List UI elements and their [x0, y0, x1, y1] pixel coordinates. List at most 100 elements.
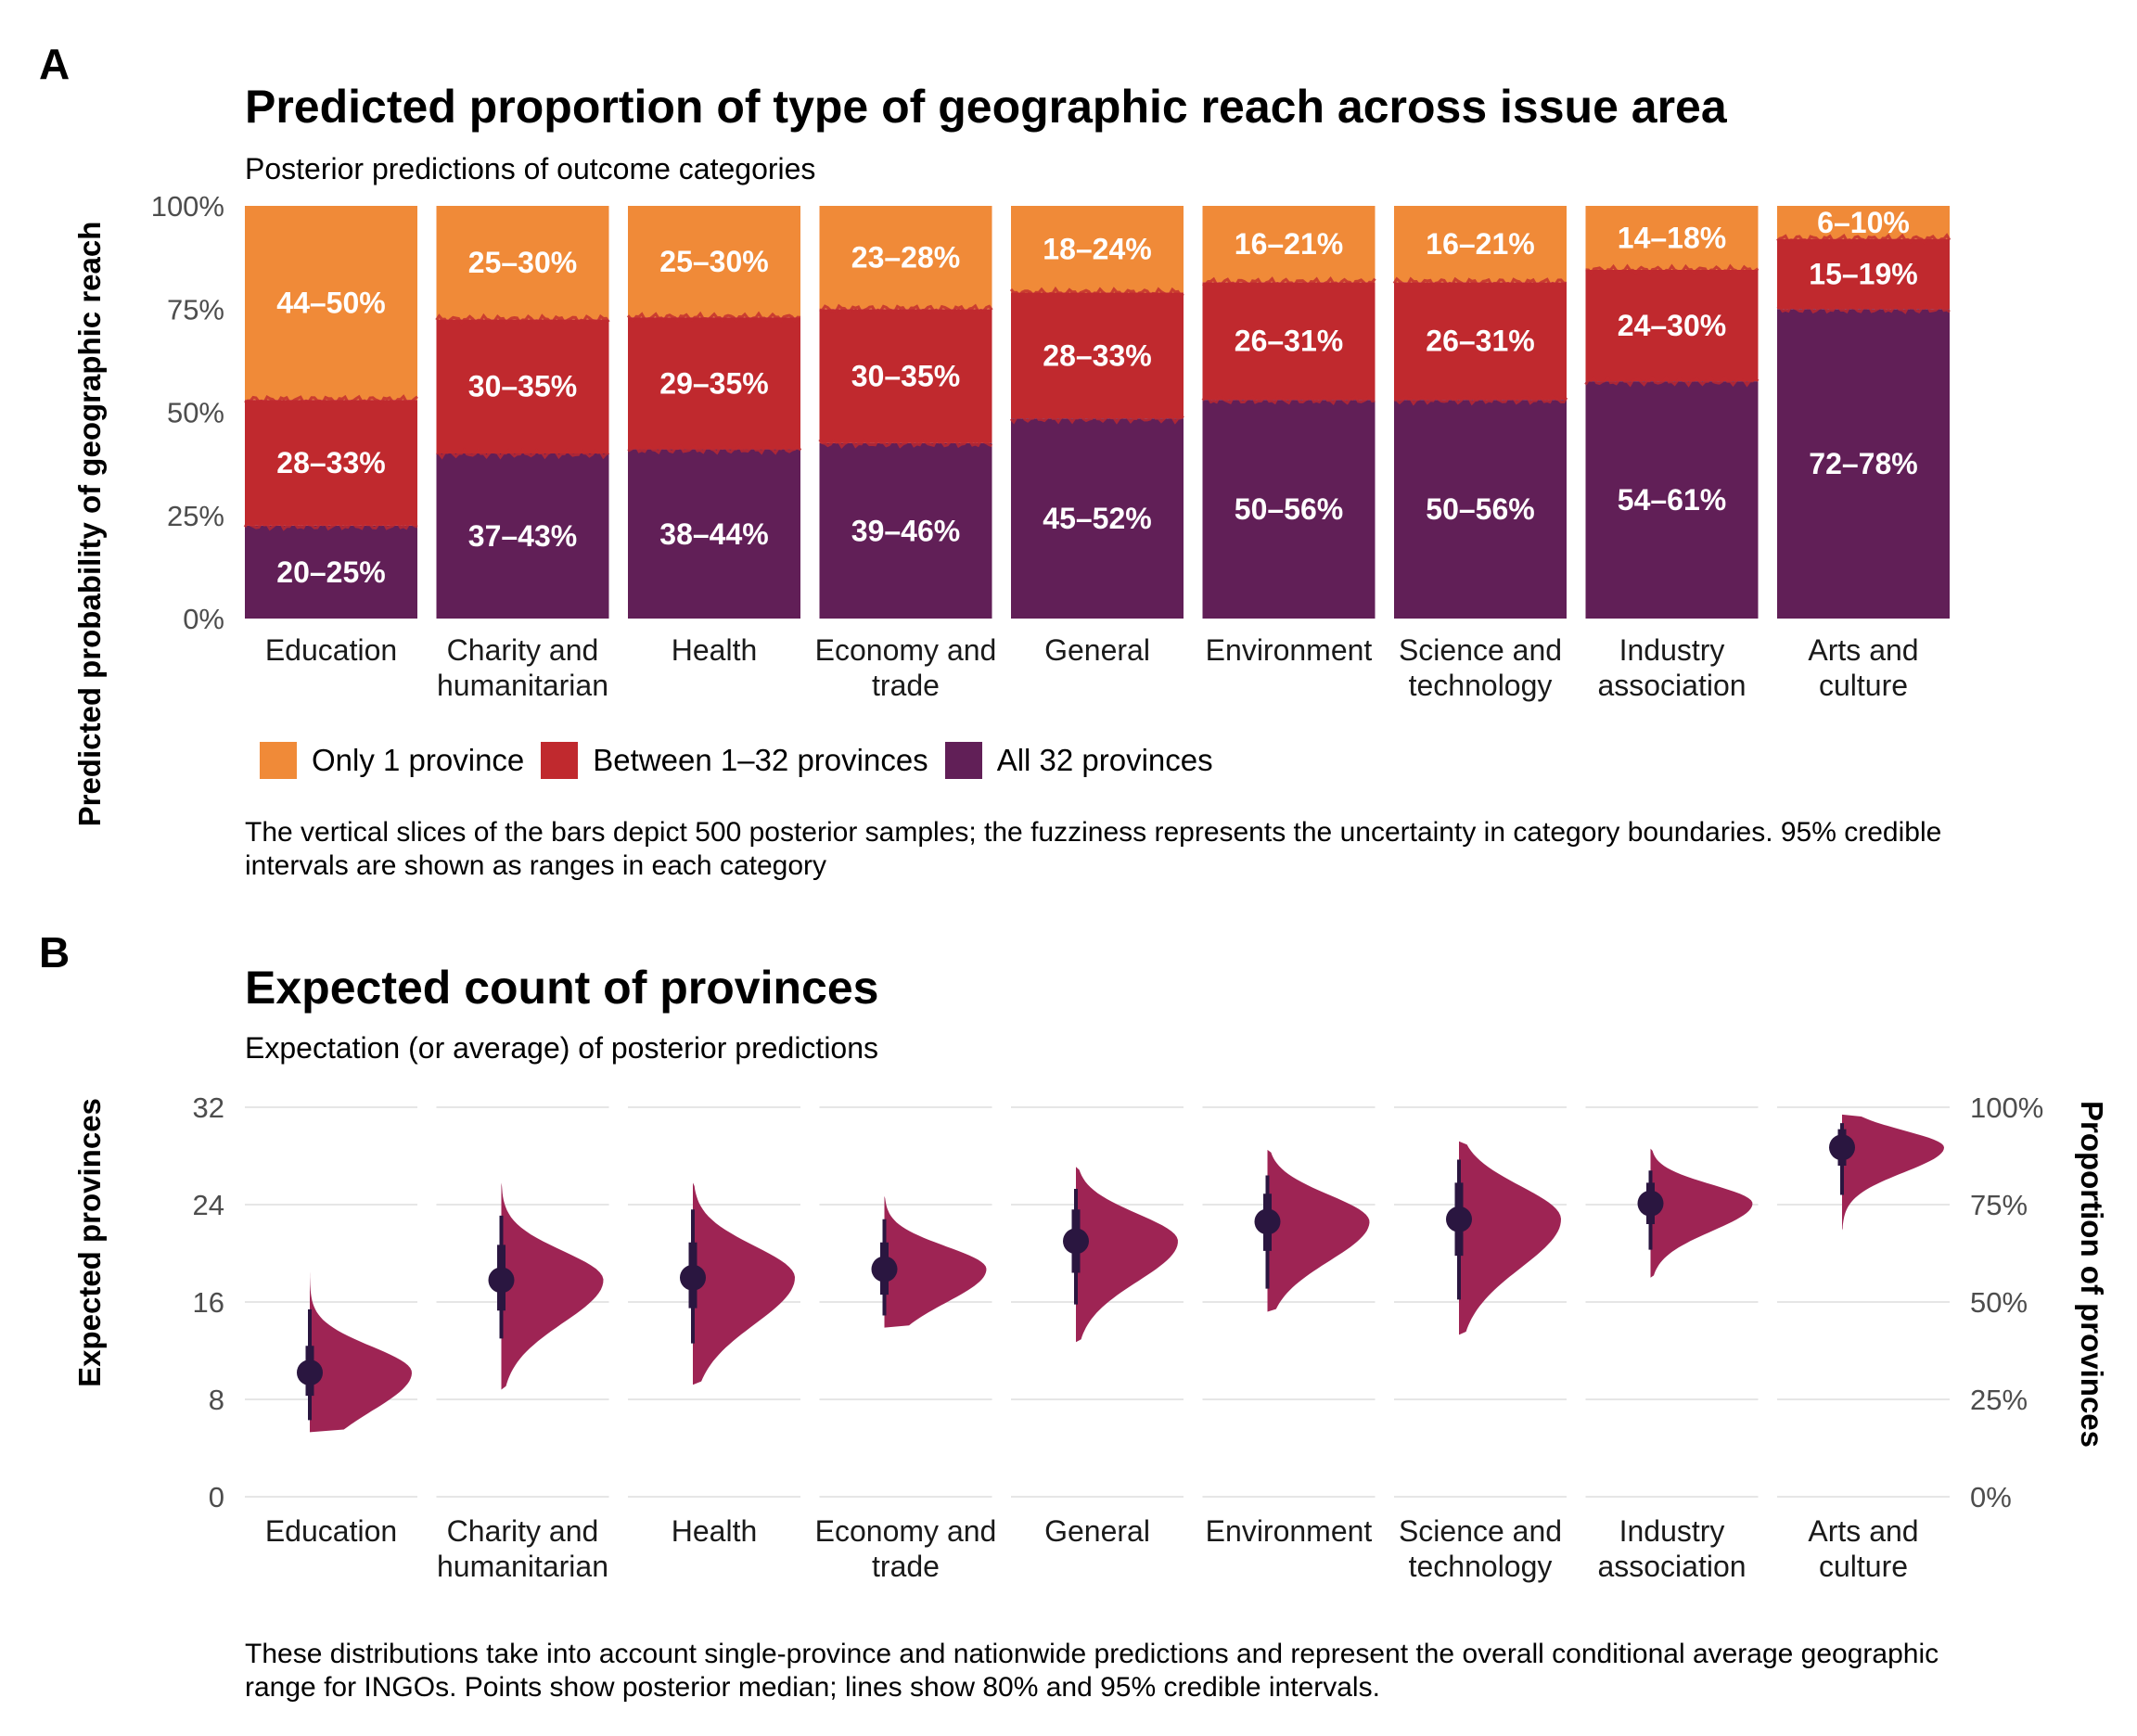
chart-b-title: Expected count of provinces	[245, 962, 879, 1014]
bar-label-only-1-province-6: 16–21%	[1235, 227, 1343, 261]
bar-boundary-6-1	[1201, 394, 1376, 406]
bar-boundary-1-2	[244, 394, 418, 405]
bar-between-1-32-provinces-1	[245, 400, 417, 526]
bar-only-1-province-1	[245, 206, 417, 401]
chart-a-y-tick-1: 25%	[167, 500, 224, 532]
bar-label-only-1-province-7: 16–21%	[1426, 227, 1534, 261]
chart-b-x-tick-2-line2: humanitarian	[437, 1550, 608, 1583]
chart-b-x-tick-9: Arts and	[1808, 1514, 1918, 1548]
bar-boundary-6-2	[1202, 275, 1376, 288]
median-point-8	[1637, 1190, 1664, 1217]
median-point-6	[1254, 1208, 1281, 1235]
median-point-3	[680, 1264, 706, 1291]
bar-all-32-provinces-2	[436, 453, 609, 619]
bar-between-1-32-provinces-2	[436, 319, 609, 453]
panel-letter-b: B	[39, 928, 70, 976]
bar-only-1-province-7	[1394, 206, 1567, 283]
bar-label-only-1-province-2: 25–30%	[468, 246, 577, 279]
legend-label-between-provinces: Between 1–32 provinces	[593, 743, 928, 777]
panel-letter-a: A	[39, 40, 70, 88]
bar-boundary-7-1	[1393, 394, 1568, 406]
chart-a-x-tick-1: Education	[265, 633, 397, 667]
bar-only-1-province-6	[1202, 206, 1376, 283]
bar-label-all-32-provinces-3: 38–44%	[659, 517, 768, 551]
bar-all-32-provinces-8	[1585, 381, 1759, 619]
bar-label-only-1-province-4: 23–28%	[851, 241, 960, 274]
chart-a-x-tick-4-line2: trade	[872, 669, 940, 702]
bar-between-1-32-provinces-9	[1777, 238, 1950, 310]
chart-a-x-tick-7-line2: technology	[1409, 669, 1553, 702]
median-point-7	[1446, 1206, 1472, 1232]
bar-only-1-province-4	[819, 206, 992, 310]
chart-b-subtitle: Expectation (or average) of posterior pr…	[245, 1031, 879, 1065]
legend-item-all-provinces: All 32 provinces	[944, 742, 1213, 779]
median-point-4	[871, 1256, 898, 1283]
bar-boundary-1-1	[243, 519, 418, 531]
chart-b-right-y-tick-2: 50%	[1970, 1286, 2028, 1319]
chart-a-y-axis-label: Predicted probability of geographic reac…	[72, 222, 107, 827]
violin-4	[884, 1195, 987, 1328]
chart-a-x-tick-7: Science and	[1399, 633, 1562, 667]
chart-b-y-tick-0: 0	[209, 1481, 224, 1513]
legend-label-only-one-province: Only 1 province	[312, 743, 525, 777]
legend-swatch-all-provinces	[944, 742, 982, 779]
chart-b-y-tick-1: 8	[209, 1384, 224, 1416]
bar-boundary-8-2	[1585, 263, 1760, 276]
bar-label-all-32-provinces-9: 72–78%	[1809, 447, 1917, 480]
chart-b-caption: These distributions take into account si…	[245, 1639, 1939, 1703]
bar-label-all-32-provinces-1: 20–25%	[276, 555, 385, 589]
chart-b-x-tick-4: Economy and	[815, 1514, 997, 1548]
bar-between-1-32-provinces-4	[819, 309, 992, 443]
bar-label-between-1-32-provinces-1: 28–33%	[276, 446, 385, 479]
chart-b-x-tick-4-line2: trade	[872, 1550, 940, 1583]
chart-b-x-tick-1: Education	[265, 1514, 397, 1548]
bar-label-between-1-32-provinces-5: 28–33%	[1043, 338, 1151, 372]
bar-between-1-32-provinces-6	[1202, 282, 1376, 401]
chart-a-x-tick-4: Economy and	[815, 633, 997, 667]
bar-label-all-32-provinces-6: 50–56%	[1235, 492, 1343, 526]
chart-b-x-tick-6: Environment	[1206, 1514, 1373, 1548]
bar-boundary-3-2	[626, 311, 801, 324]
violin-1	[310, 1271, 412, 1433]
bar-label-only-1-province-1: 44–50%	[276, 287, 385, 320]
bar-label-between-1-32-provinces-7: 26–31%	[1426, 325, 1534, 358]
chart-a-x-tick-9-line2: culture	[1819, 669, 1908, 702]
bar-label-all-32-provinces-4: 39–46%	[851, 514, 960, 547]
violin-6	[1267, 1149, 1370, 1312]
bar-label-all-32-provinces-2: 37–43%	[468, 519, 577, 553]
bar-boundary-2-1	[436, 447, 610, 460]
chart-b-x-tick-5: General	[1044, 1514, 1150, 1548]
chart-a-x-tick-2-line2: humanitarian	[437, 669, 608, 702]
bar-label-only-1-province-5: 18–24%	[1043, 233, 1151, 266]
bar-boundary-7-2	[1392, 276, 1568, 288]
chart-b-x-tick-9-line2: culture	[1819, 1550, 1908, 1583]
violin-3	[693, 1182, 795, 1385]
chart-b-y-axis-label: Expected provinces	[72, 1098, 107, 1387]
median-point-9	[1829, 1134, 1855, 1161]
chart-b-right-y-axis-label: Proportion of provinces	[2075, 1101, 2109, 1448]
chart-b-right-y-tick-4: 100%	[1970, 1091, 2043, 1124]
bar-only-1-province-9	[1777, 206, 1950, 239]
bar-between-1-32-provinces-3	[628, 317, 800, 450]
chart-b-x-tick-2: Charity and	[447, 1514, 599, 1548]
bar-all-32-provinces-1	[245, 525, 417, 619]
bar-label-between-1-32-provinces-2: 30–35%	[468, 370, 577, 403]
chart-a-title: Predicted proportion of type of geograph…	[245, 81, 1727, 133]
bar-boundary-4-2	[819, 303, 993, 314]
chart-b-x-tick-7-line2: technology	[1409, 1550, 1553, 1583]
median-point-5	[1063, 1228, 1089, 1255]
bar-label-between-1-32-provinces-6: 26–31%	[1235, 325, 1343, 358]
chart-b-right-y-tick-0: 0%	[1970, 1481, 2012, 1513]
chart-b-x-tick-3: Health	[672, 1514, 758, 1548]
chart-b-x-tick-7: Science and	[1399, 1514, 1562, 1548]
chart-a-y-tick-4: 100%	[151, 190, 224, 223]
bar-all-32-provinces-5	[1011, 418, 1184, 619]
bar-boundary-8-1	[1584, 375, 1760, 388]
chart-a-y-tick-3: 75%	[167, 293, 224, 326]
chart-b-x-tick-8-line2: association	[1597, 1550, 1746, 1583]
chart-a-y-tick-0: 0%	[183, 603, 224, 635]
chart-a-subtitle: Posterior predictions of outcome categor…	[245, 152, 816, 185]
bar-boundary-4-1	[818, 437, 993, 449]
median-point-1	[297, 1359, 323, 1386]
